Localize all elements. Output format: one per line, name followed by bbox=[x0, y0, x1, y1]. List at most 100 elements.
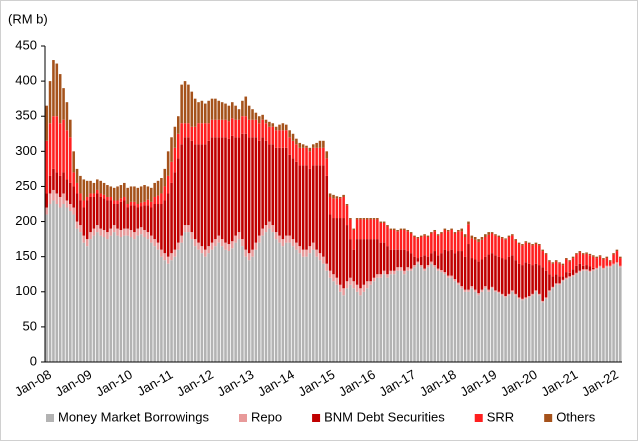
bar-segment bbox=[349, 239, 352, 278]
bar-segment bbox=[281, 130, 285, 148]
bar-segment bbox=[460, 231, 464, 252]
bar-segment bbox=[571, 276, 575, 362]
bar-segment bbox=[359, 288, 362, 296]
bar-segment bbox=[160, 249, 163, 257]
bar-segment bbox=[55, 172, 59, 194]
bar-segment bbox=[548, 261, 551, 275]
bar-segment bbox=[298, 165, 302, 247]
bar-segment bbox=[220, 239, 224, 247]
bar-segment bbox=[133, 239, 136, 362]
bar-segment bbox=[82, 200, 86, 208]
bar-segment bbox=[200, 123, 204, 145]
bar-segment bbox=[190, 140, 194, 233]
bar-segment bbox=[254, 112, 258, 120]
bar-segment bbox=[65, 207, 69, 362]
bar-segment bbox=[494, 290, 497, 292]
bar-segment bbox=[116, 200, 119, 204]
bar-segment bbox=[416, 237, 420, 239]
bar-segment bbox=[392, 270, 396, 275]
bar-segment bbox=[460, 286, 464, 289]
bar-segment bbox=[588, 253, 592, 256]
bar-segment bbox=[288, 154, 291, 236]
bar-segment bbox=[389, 274, 393, 362]
bar-segment bbox=[69, 182, 72, 204]
bar-segment bbox=[403, 270, 406, 275]
bar-segment bbox=[197, 102, 200, 124]
bar-segment bbox=[413, 267, 416, 362]
bar-segment bbox=[318, 253, 322, 261]
bar-segment bbox=[187, 123, 190, 138]
bar-segment bbox=[96, 193, 99, 226]
bar-segment bbox=[244, 256, 248, 362]
bar-segment bbox=[514, 239, 517, 241]
bar-segment bbox=[79, 193, 82, 201]
bar-segment bbox=[561, 279, 565, 282]
bar-segment bbox=[426, 256, 430, 266]
bar-segment bbox=[487, 254, 490, 290]
bar-segment bbox=[214, 119, 217, 138]
bar-segment bbox=[102, 229, 106, 238]
bar-segment bbox=[446, 229, 450, 232]
legend-swatch bbox=[46, 414, 54, 422]
bar-segment bbox=[592, 269, 595, 271]
bar-segment bbox=[541, 251, 544, 268]
bar-segment bbox=[352, 288, 356, 362]
bar-segment bbox=[585, 253, 588, 266]
bar-segment bbox=[247, 137, 251, 254]
bar-segment bbox=[467, 224, 470, 245]
bar-segment bbox=[126, 228, 129, 236]
bar-segment bbox=[288, 242, 291, 362]
bar-segment bbox=[143, 237, 146, 362]
bar-segment bbox=[281, 147, 285, 240]
bar-segment bbox=[396, 270, 399, 362]
bar-segment bbox=[75, 228, 79, 362]
bar-segment bbox=[119, 237, 123, 362]
bar-segment bbox=[89, 232, 92, 240]
bar-segment bbox=[460, 251, 464, 287]
bar-segment bbox=[207, 140, 210, 247]
bar-segment bbox=[227, 138, 231, 245]
bar-segment bbox=[72, 172, 75, 187]
bar-segment bbox=[291, 133, 295, 141]
bar-segment bbox=[386, 246, 389, 275]
y-tick-label: 400 bbox=[15, 73, 37, 88]
bar-segment bbox=[608, 260, 612, 262]
bar-segment bbox=[497, 237, 501, 257]
bar-segment bbox=[372, 239, 376, 278]
bar-segment bbox=[274, 130, 278, 148]
bar-segment bbox=[203, 103, 207, 124]
bar-segment bbox=[116, 235, 119, 362]
bar-segment bbox=[298, 253, 302, 362]
bar-segment bbox=[565, 272, 568, 278]
y-tick-label: 100 bbox=[15, 283, 37, 298]
bar-segment bbox=[170, 253, 173, 261]
bar-segment bbox=[538, 244, 541, 246]
bar-segment bbox=[365, 281, 369, 289]
bar-segment bbox=[197, 123, 200, 145]
bar-segment bbox=[450, 229, 453, 250]
bar-segment bbox=[362, 284, 366, 292]
bar-segment bbox=[58, 207, 62, 362]
bar-segment bbox=[308, 168, 312, 247]
bar-segment bbox=[524, 298, 528, 362]
bar-segment bbox=[264, 232, 268, 362]
bar-segment bbox=[369, 281, 372, 285]
bar-segment bbox=[129, 186, 133, 202]
bar-segment bbox=[595, 269, 598, 362]
bar-segment bbox=[55, 204, 59, 362]
bar-segment bbox=[295, 161, 298, 243]
bar-segment bbox=[217, 100, 221, 120]
bar-segment bbox=[494, 291, 497, 362]
bar-segment bbox=[311, 242, 315, 250]
bar-segment bbox=[193, 144, 197, 240]
bar-segment bbox=[281, 246, 285, 362]
bar-segment bbox=[430, 261, 433, 264]
bar-segment bbox=[55, 193, 59, 204]
bar-segment bbox=[392, 249, 396, 271]
bar-segment bbox=[349, 277, 352, 285]
bar-segment bbox=[507, 237, 511, 257]
bar-segment bbox=[541, 302, 544, 362]
bar-segment bbox=[497, 291, 501, 294]
bar-segment bbox=[595, 267, 598, 270]
